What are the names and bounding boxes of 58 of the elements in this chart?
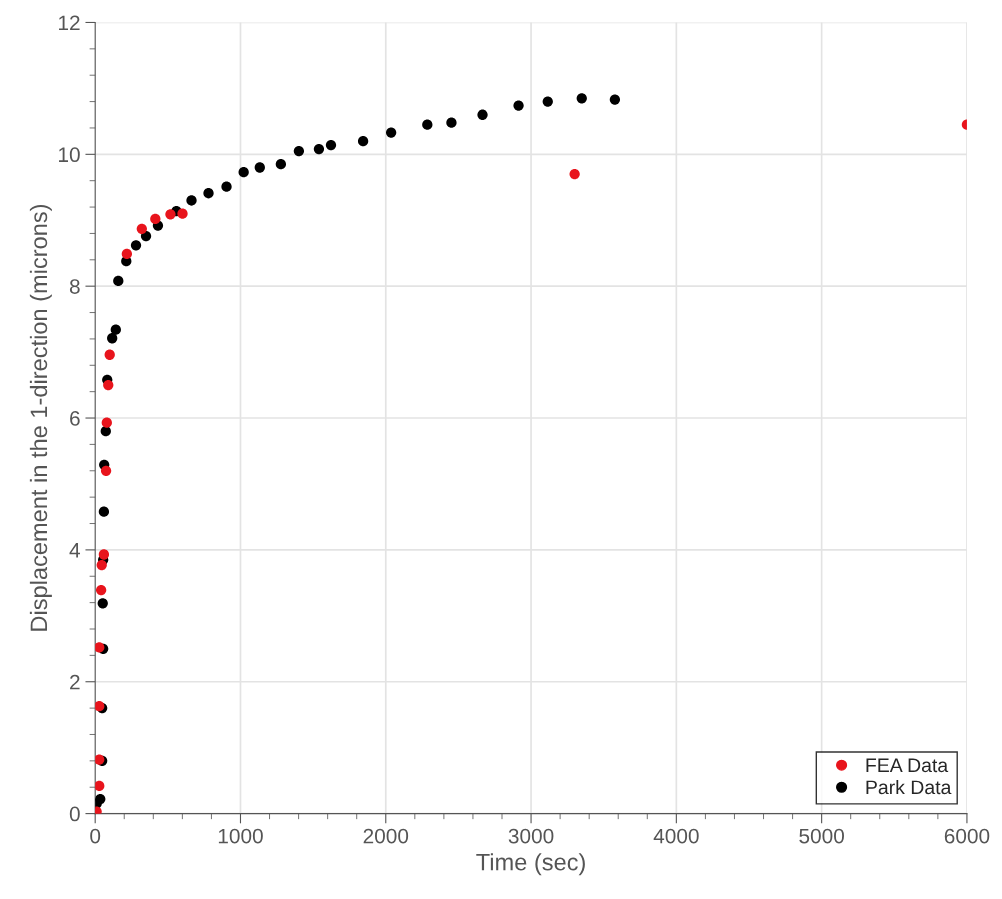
legend-label: FEA Data: [866, 758, 949, 773]
point: [121, 248, 133, 260]
point: [96, 559, 107, 571]
point: [103, 379, 114, 391]
point: [130, 240, 142, 251]
y-tick-label: 12: [59, 15, 80, 31]
point: [100, 465, 112, 476]
point: [110, 324, 121, 335]
point: [96, 584, 107, 596]
point: [177, 208, 188, 219]
point: [313, 143, 325, 155]
point: [203, 188, 214, 199]
point: [104, 349, 115, 360]
x-tick-label: 1000: [218, 828, 263, 844]
point: [325, 139, 337, 151]
point: [97, 598, 108, 609]
point: [576, 93, 587, 104]
point: [386, 127, 397, 138]
x-tick-label: 2000: [363, 828, 409, 844]
point: [422, 119, 433, 130]
y-tick-label: 8: [69, 279, 80, 294]
point: [136, 223, 147, 234]
point: [446, 117, 457, 128]
point: [113, 275, 124, 287]
x-tick-label: 5000: [799, 828, 844, 844]
point: [477, 109, 488, 120]
point: [293, 145, 305, 157]
point: [357, 135, 369, 147]
point: [98, 506, 110, 517]
point: [95, 780, 105, 792]
point: [95, 642, 105, 653]
legend-label: Park Data: [866, 779, 952, 795]
x-tick-label: 3000: [508, 828, 554, 844]
y-tick-label: 2: [70, 674, 80, 690]
point: [98, 549, 110, 560]
y-tick-label: 0: [69, 806, 80, 822]
point: [238, 166, 249, 178]
point: [609, 94, 621, 105]
point: [95, 793, 106, 805]
point: [221, 181, 232, 192]
point: [107, 333, 118, 344]
y-axis-title: Displacement in the 1-direction (microns): [29, 204, 52, 631]
point: [513, 100, 524, 111]
x-tick-label: 6000: [944, 828, 990, 844]
y-tick-label: 10: [59, 147, 80, 163]
point: [101, 417, 112, 428]
y-tick-label: 6: [70, 411, 80, 426]
x-tick-label: 0: [90, 828, 101, 844]
point: [569, 168, 580, 180]
y-tick-label: 4: [69, 543, 80, 558]
point: [254, 162, 265, 173]
point: [150, 213, 161, 225]
point: [542, 96, 553, 107]
point: [275, 159, 287, 170]
point: [186, 195, 197, 206]
x-axis-title: Time (sec): [476, 853, 585, 876]
point: [165, 209, 176, 220]
x-tick-label: 4000: [653, 828, 699, 844]
